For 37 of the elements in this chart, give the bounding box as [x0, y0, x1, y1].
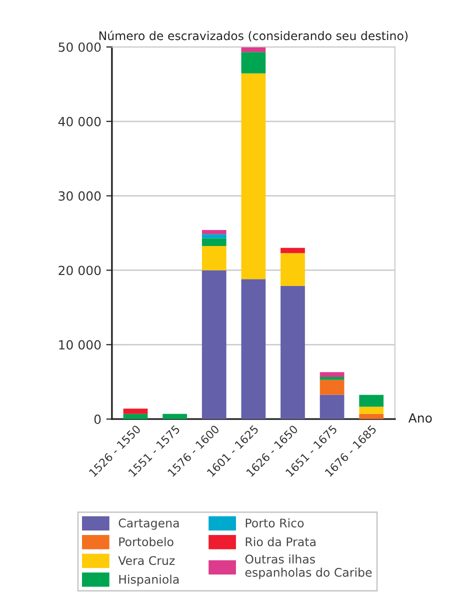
- x-axis-title: Ano: [408, 413, 432, 423]
- bar: [162, 414, 188, 420]
- bar: [123, 408, 148, 414]
- bar: [359, 394, 384, 407]
- bar: [320, 372, 344, 377]
- legend-label: Rio da Prata: [246, 537, 316, 546]
- bar: [123, 414, 148, 420]
- y-tick-label: 30 000: [58, 191, 101, 201]
- y-tick-label: 0: [94, 414, 101, 424]
- bar: [280, 248, 305, 254]
- y-tick-label: 50 000: [58, 42, 101, 52]
- y-tick-label: 20 000: [58, 266, 101, 276]
- bar: [241, 47, 266, 52]
- bar: [202, 230, 226, 234]
- bar: [359, 414, 384, 420]
- legend-label: Cartagena: [118, 518, 179, 530]
- bar: [202, 270, 226, 420]
- y-tick-label: 40 000: [58, 116, 101, 126]
- bar: [241, 73, 266, 280]
- bar: [241, 52, 266, 74]
- bar: [202, 238, 226, 246]
- legend-label: Hispaniola: [119, 574, 179, 586]
- legend-label: Portobelo: [119, 537, 174, 546]
- bar: [202, 234, 226, 238]
- legend-label: Porto Rico: [246, 518, 304, 528]
- chart-title: Número de escravizados (considerando seu destino): [99, 30, 408, 42]
- bar: [320, 376, 344, 380]
- legend-label: Outras ilhas espanholas do Caribe: [245, 554, 372, 580]
- bar: [320, 394, 344, 420]
- bar: [280, 286, 305, 420]
- bar: [320, 380, 344, 395]
- y-tick-label: 10 000: [59, 340, 101, 350]
- legend-label: Vera Cruz: [118, 556, 175, 566]
- bar: [241, 279, 266, 420]
- bar: [202, 246, 226, 270]
- bar: [280, 253, 305, 286]
- bar: [359, 406, 384, 414]
